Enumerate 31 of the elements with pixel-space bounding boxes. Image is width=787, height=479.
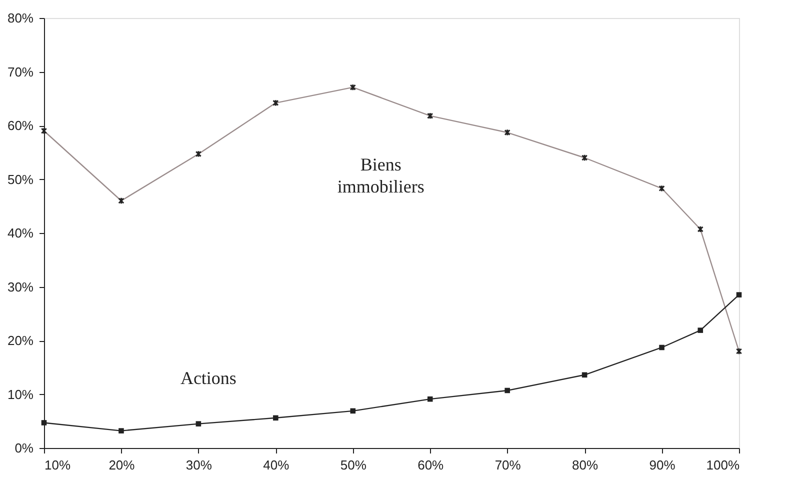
x-tick-label: 60% — [418, 458, 444, 472]
point — [350, 408, 356, 414]
point — [504, 388, 510, 394]
point — [659, 344, 664, 350]
point — [196, 421, 202, 426]
x-tick-label: 70% — [494, 458, 522, 472]
y-tick-label: 20% — [7, 333, 34, 348]
point — [736, 292, 742, 298]
x-tick-label: 50% — [340, 458, 367, 472]
x-tick-label: 40% — [263, 458, 290, 472]
y-tick-label: 70% — [7, 64, 34, 80]
y-tick-label: 30% — [7, 279, 34, 294]
point — [698, 328, 704, 333]
x-tick-label: 90% — [649, 458, 676, 472]
point — [273, 415, 278, 421]
text: Biens immobiliers — [337, 154, 424, 196]
x-tick-label: 20% — [108, 458, 136, 472]
x-tick-label: 30% — [186, 458, 212, 472]
x-tick-label: 10% — [44, 458, 71, 472]
point — [427, 396, 433, 402]
point — [41, 420, 47, 426]
y-tick-label: 10% — [7, 386, 34, 402]
y-tick-label: 40% — [7, 226, 34, 240]
x-tick-label: 80% — [572, 458, 598, 472]
y-tick-label: 0% — [14, 440, 34, 456]
x-tick-label: 100% — [706, 458, 740, 472]
y-tick-label: 80% — [7, 10, 34, 26]
y-tick-label: 60% — [7, 118, 34, 133]
y-tick-label: 50% — [7, 172, 34, 187]
series-label: Actions — [180, 368, 236, 388]
point — [118, 428, 124, 434]
